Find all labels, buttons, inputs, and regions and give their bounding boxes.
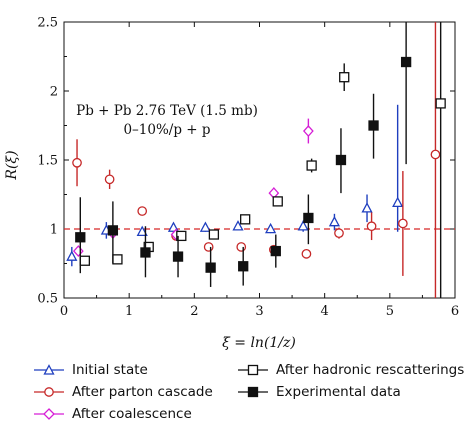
data-point-after-parton-cascade: [301, 248, 312, 259]
data-point-experimental-data: [335, 154, 347, 166]
y-tick-label: 0.5: [37, 292, 58, 307]
data-point-after-hadronic-rescatterings: [112, 254, 123, 265]
data-point-after-parton-cascade: [203, 242, 214, 252]
data-point-after-parton-cascade: [334, 228, 344, 238]
square-open-marker-icon: [238, 364, 268, 376]
data-point-initial-state: [232, 220, 244, 231]
diamond-open-marker-icon: [34, 408, 64, 420]
triangle-open-marker-icon: [34, 364, 64, 375]
data-point-initial-state: [264, 222, 277, 234]
data-point-initial-state: [392, 196, 404, 208]
x-tick-label: 3: [255, 304, 263, 319]
y-tick-label: 1.5: [37, 154, 58, 169]
data-point-experimental-data: [140, 247, 151, 258]
data-point-after-hadronic-rescatterings: [435, 98, 446, 109]
x-tick-label: 2: [190, 304, 198, 319]
square-filled-marker-icon: [238, 386, 268, 398]
y-tick-label: 2: [50, 85, 58, 100]
data-point-after-hadronic-rescatterings: [240, 214, 251, 225]
data-point-after-coalescence: [303, 125, 314, 137]
data-point-initial-state: [199, 221, 211, 232]
x-tick-label: 1: [125, 304, 133, 319]
data-point-after-parton-cascade: [366, 221, 377, 232]
y-axis-label: R(ξ): [4, 150, 20, 180]
plot-area: 0 1 2 3 4 5 6 0.5 1 1.5 2 2.5: [37, 16, 459, 320]
data-point-after-parton-cascade: [236, 242, 247, 252]
y-tick-label: 1: [50, 223, 58, 238]
legend-label: Initial state: [72, 362, 148, 378]
data-point-after-hadronic-rescatterings: [79, 255, 91, 266]
y-tick-label: 2.5: [37, 16, 58, 31]
data-point-after-hadronic-rescatterings: [339, 72, 350, 83]
data-point-after-parton-cascade: [104, 174, 115, 185]
data-point-experimental-data: [400, 56, 412, 68]
data-point-experimental-data: [75, 232, 86, 243]
chart-plot: 0 1 2 3 4 5 6 0.5 1 1.5 2 2.5 Pb + Pb 2.76 TeV (1.5…: [4, 16, 459, 352]
data-point-after-hadronic-rescatterings: [176, 230, 187, 242]
data-point-initial-state: [297, 220, 309, 231]
legend-item-experimental-data: Experimental data: [238, 384, 401, 400]
legend-label: After parton cascade: [72, 384, 213, 400]
data-point-after-parton-cascade: [430, 149, 441, 160]
data-point-after-parton-cascade: [398, 218, 408, 229]
data-point-after-hadronic-rescatterings: [306, 160, 317, 171]
legend-label: After hadronic rescatterings: [276, 362, 465, 378]
x-tick-label: 6: [451, 304, 459, 319]
data-point-experimental-data: [303, 212, 314, 224]
x-tick-label: 5: [386, 304, 394, 319]
legend: Initial state After parton cascade After…: [34, 362, 464, 430]
legend-item-parton-cascade: After parton cascade: [34, 384, 213, 400]
legend-item-initial-state: Initial state: [34, 362, 148, 378]
annotation-line-2: 0–10%/p + p: [123, 122, 210, 138]
data-point-experimental-data: [238, 261, 249, 272]
data-point-experimental-data: [270, 245, 281, 257]
x-tick-label: 4: [321, 304, 329, 319]
data-point-after-hadronic-rescatterings: [208, 229, 220, 240]
data-point-initial-state: [328, 215, 341, 227]
data-point-after-coalescence: [72, 245, 84, 258]
legend-item-hadronic-rescatterings: After hadronic rescatterings: [238, 362, 464, 378]
data-point-after-parton-cascade: [72, 157, 82, 168]
data-point-experimental-data: [368, 120, 379, 131]
x-axis-label: ξ = ln(1/z): [222, 335, 296, 351]
data-point-after-hadronic-rescatterings: [272, 196, 283, 207]
circle-open-marker-icon: [34, 387, 64, 397]
annotation-line-1: Pb + Pb 2.76 TeV (1.5 mb): [76, 103, 258, 119]
data-point-experimental-data: [172, 251, 184, 262]
data-point-initial-state: [136, 225, 148, 237]
data-point-after-parton-cascade: [137, 206, 148, 216]
legend-label: After coalescence: [72, 406, 192, 422]
data-point-experimental-data: [205, 262, 216, 273]
plot-frame: [63, 21, 456, 299]
data-point-experimental-data: [107, 225, 119, 236]
data-point-initial-state: [361, 202, 373, 213]
data-point-initial-state: [66, 250, 78, 261]
legend-item-coalescence: After coalescence: [34, 406, 192, 422]
x-tick-label: 0: [60, 304, 68, 319]
legend-label: Experimental data: [276, 384, 401, 400]
